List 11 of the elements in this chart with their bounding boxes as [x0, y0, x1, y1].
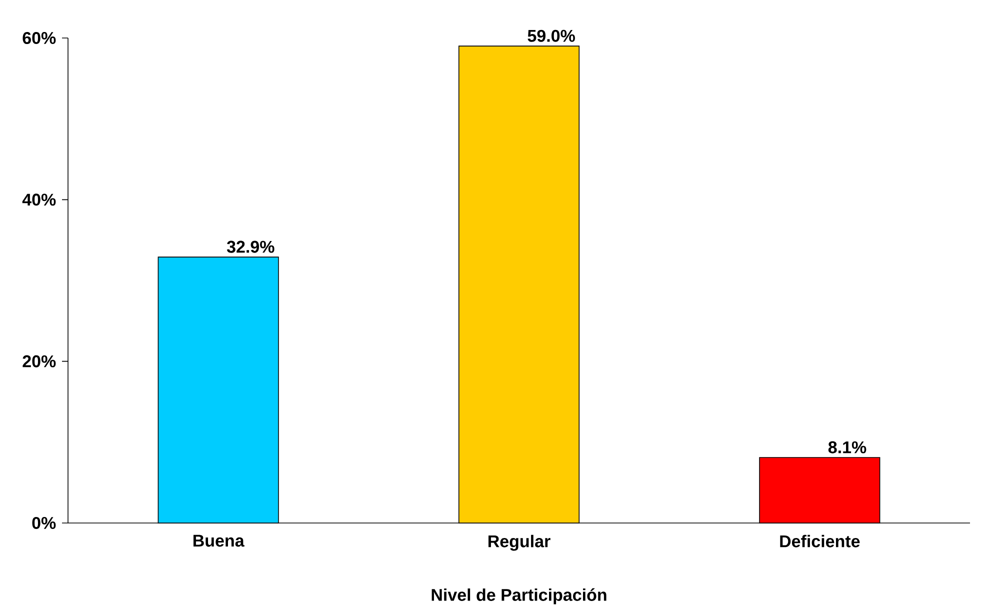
data-label: 59.0% [528, 30, 575, 42]
y-tick-label: 20% [22, 355, 56, 368]
y-tick-label: 40% [22, 194, 56, 206]
y-tick-label: 0% [32, 516, 56, 530]
x-tick-label: Buena [194, 534, 244, 547]
data-label: 8.1% [828, 441, 866, 454]
x-tick-label: Deficiente [780, 534, 860, 548]
x-axis-title: Nivel de Participación [432, 588, 606, 604]
y-tick-label: 60% [22, 32, 56, 44]
x-tick-label: Regular [488, 534, 550, 551]
data-label: 32.9% [226, 240, 274, 253]
